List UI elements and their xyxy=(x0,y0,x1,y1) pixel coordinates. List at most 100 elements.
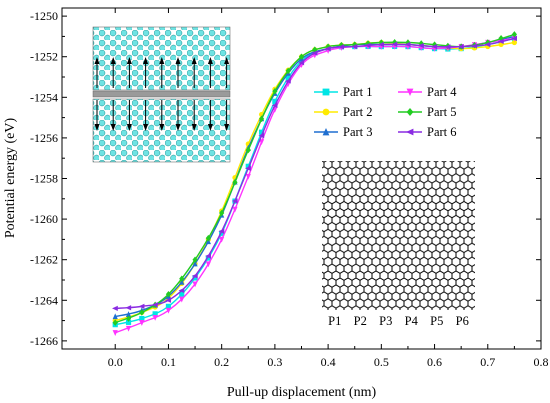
data-point xyxy=(125,325,132,332)
data-point xyxy=(457,43,464,50)
series-6 xyxy=(112,35,517,312)
data-point xyxy=(258,133,265,139)
x-tick-label: 0.5 xyxy=(374,355,389,369)
legend-item: Part 4 xyxy=(398,85,457,99)
data-point xyxy=(152,314,158,321)
y-tick-label: -1252 xyxy=(30,50,58,64)
legend-item: Part 6 xyxy=(398,125,457,139)
x-tick-label: 0.7 xyxy=(480,355,495,369)
data-point xyxy=(497,38,504,44)
data-point xyxy=(205,261,211,268)
data-point xyxy=(325,43,331,50)
strip-6 xyxy=(449,161,475,310)
y-tick-label: -1264 xyxy=(30,293,58,307)
data-point xyxy=(112,319,118,326)
legend-label: Part 4 xyxy=(427,85,457,99)
data-point xyxy=(312,46,318,53)
data-point xyxy=(391,41,398,47)
legend-item: Part 2 xyxy=(314,105,373,119)
data-point xyxy=(392,39,398,46)
data-point xyxy=(298,53,305,60)
data-point xyxy=(245,146,251,154)
x-tick-label: 0.1 xyxy=(161,355,176,369)
data-point xyxy=(192,256,198,263)
legend-item: Part 5 xyxy=(398,105,457,119)
up-arrow-icon xyxy=(94,57,230,88)
data-point xyxy=(245,173,251,180)
data-point xyxy=(165,290,172,298)
data-point xyxy=(364,42,371,49)
data-point xyxy=(232,206,238,213)
data-point xyxy=(324,45,331,52)
data-point xyxy=(418,42,424,49)
data-point xyxy=(405,39,411,46)
data-point xyxy=(192,260,198,267)
data-point xyxy=(444,44,451,50)
data-point xyxy=(152,311,158,317)
strip-2 xyxy=(347,161,373,310)
inset-graphene-pull xyxy=(92,26,231,163)
y-tick-label: -1258 xyxy=(30,172,58,186)
data-point xyxy=(378,39,384,46)
data-point xyxy=(125,315,132,322)
legend-label: Part 5 xyxy=(427,105,457,119)
data-point xyxy=(271,102,278,109)
x-tick-label: 0.4 xyxy=(321,355,336,369)
data-point xyxy=(284,78,291,84)
legend-label: Part 1 xyxy=(343,85,373,99)
axes: 0.0 0.1 0.2 0.3 0.4 0.5 0.6 0.7 0.8 -1266 -1264 -12… xyxy=(30,8,549,369)
data-point xyxy=(218,228,225,234)
data-point xyxy=(191,273,198,279)
data-point xyxy=(179,275,185,282)
strip-label: P6 xyxy=(456,314,469,328)
data-point xyxy=(178,287,185,294)
data-point xyxy=(219,230,225,236)
strip-5 xyxy=(424,161,450,310)
data-point xyxy=(511,35,517,42)
data-point xyxy=(192,281,198,288)
x-axis-label: Pull-up displacement (nm) xyxy=(227,385,377,400)
data-point xyxy=(431,43,438,50)
inset-strips: P1 P2 P3 P4 P5 P6 xyxy=(322,161,475,328)
data-point xyxy=(272,98,278,104)
x-tick-label: 0.6 xyxy=(427,355,442,369)
data-point xyxy=(378,41,384,48)
x-tick-label: 0.2 xyxy=(214,355,229,369)
data-point xyxy=(498,34,504,42)
data-point xyxy=(285,67,291,75)
data-point xyxy=(245,163,251,169)
data-point xyxy=(205,255,211,261)
data-point xyxy=(165,303,172,309)
y-tick-label: -1266 xyxy=(30,334,58,348)
data-point xyxy=(138,303,145,309)
data-point xyxy=(406,88,414,96)
y-tick-label: -1250 xyxy=(30,9,58,23)
legend-item: Part 1 xyxy=(314,85,373,99)
data-point xyxy=(219,236,225,243)
strip-label: P4 xyxy=(405,314,419,328)
data-point xyxy=(322,88,330,96)
data-point xyxy=(151,302,158,308)
legend-label: Part 6 xyxy=(427,125,457,139)
data-point xyxy=(219,209,225,217)
strip-4 xyxy=(398,161,424,310)
strip-label: P5 xyxy=(430,314,443,328)
data-point xyxy=(285,75,291,81)
data-point xyxy=(112,305,118,312)
data-point xyxy=(179,296,185,303)
x-tick-label: 0.8 xyxy=(534,355,549,369)
legend-label: Part 2 xyxy=(343,105,373,119)
strip-label: P2 xyxy=(354,314,367,328)
data-point xyxy=(258,129,265,135)
data-point xyxy=(406,128,414,136)
data-point xyxy=(322,128,330,136)
data-point xyxy=(471,43,478,49)
data-point xyxy=(165,307,172,314)
y-tick-label: -1260 xyxy=(30,212,58,226)
data-point xyxy=(338,44,345,50)
data-point xyxy=(205,253,211,259)
data-point xyxy=(112,330,118,336)
data-point xyxy=(511,31,517,38)
data-point xyxy=(484,41,491,48)
